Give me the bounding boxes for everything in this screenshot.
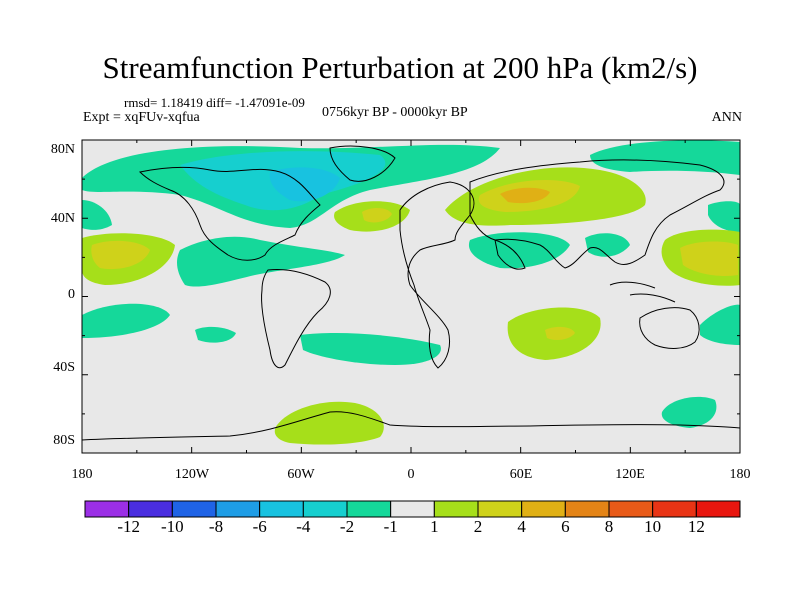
- colorbar-swatch: [346, 500, 392, 518]
- lon-tick-label: 120W: [174, 467, 210, 482]
- antarctica-coast: [82, 411, 740, 441]
- colorbar-label: -8: [208, 517, 224, 536]
- indonesia-coast: [609, 281, 676, 303]
- lat-tick-label: 40S: [53, 360, 75, 375]
- season-label: ANN: [711, 110, 742, 125]
- australia-coast: [639, 307, 700, 349]
- rmsd-diff-text: rmsd= 1.18419 diff= -1.47091e-09: [124, 95, 305, 110]
- colorbar-swatch: [215, 500, 261, 518]
- lon-tick-label: 180: [729, 467, 751, 482]
- colorbar-swatch: [390, 500, 435, 518]
- colorbar-swatch: [652, 500, 697, 518]
- contour-india-low: [585, 233, 630, 257]
- contour-west-pacific-low: [82, 200, 112, 230]
- axis-tick-marks: [81, 139, 741, 454]
- lon-tick-label: 180: [71, 467, 93, 482]
- lat-tick-label: 40N: [50, 211, 75, 226]
- colorbar-label: -10: [160, 517, 184, 536]
- map-title: Streamfunction Perturbation at 200 hPa (…: [102, 50, 698, 85]
- contour-east-asia-low: [590, 140, 740, 175]
- contour-southern-ocean-low: [661, 396, 717, 428]
- colorbar-label: 10: [644, 517, 662, 536]
- contour-south-atlantic-low: [300, 333, 441, 365]
- colorbar-label: 8: [604, 517, 614, 536]
- colorbar-swatch: [477, 500, 523, 518]
- colorbar-label: 6: [561, 517, 570, 536]
- europe-africa-coast: [399, 181, 475, 369]
- colorbar-label: -4: [296, 517, 311, 536]
- lat-tick-label: 80N: [50, 142, 75, 157]
- contour-indian-ocean-core: [545, 326, 575, 341]
- colorbar-swatch: [433, 500, 479, 518]
- asia-coast: [469, 159, 725, 269]
- arabia-coast: [494, 239, 526, 270]
- experiment-label: Expt = xqFUv-xqfua: [83, 110, 200, 125]
- colorbar-label: 2: [473, 517, 483, 536]
- colorbar-label: 12: [687, 517, 705, 536]
- lon-tick-label: 60E: [509, 467, 533, 482]
- contour-pacific-west-core: [91, 240, 150, 270]
- contour-africa-low: [468, 232, 570, 269]
- contour-east-pacific-low: [708, 201, 740, 232]
- colorbar-label: 1: [430, 517, 439, 536]
- lat-tick-label: 80S: [53, 433, 75, 448]
- colorbar-label: -6: [252, 517, 267, 536]
- contour-siberia-core: [500, 187, 550, 204]
- colorbar-swatch: [302, 500, 348, 518]
- north-america-coast: [138, 166, 321, 261]
- lon-tick-label: 120E: [615, 467, 645, 482]
- colorbar-label: -1: [383, 517, 398, 536]
- south-america-coast: [261, 269, 331, 369]
- colorbar-swatch: [259, 500, 304, 518]
- lat-tick-label: 0: [68, 287, 75, 302]
- colorbar-swatch: [564, 500, 610, 518]
- contour-south-america-low: [195, 326, 236, 343]
- colorbar-label: -12: [117, 517, 140, 536]
- lon-tick-label: 0: [407, 467, 415, 482]
- colorbar-swatch: [171, 500, 217, 518]
- contour-atlantic-core: [362, 208, 392, 223]
- contour-field: [82, 140, 740, 453]
- colorbar: [84, 500, 741, 518]
- colorbar-label: -2: [339, 517, 355, 536]
- lon-tick-label: 60W: [287, 467, 315, 482]
- contour-pacific-east-core: [680, 241, 738, 276]
- colorbar-label: 4: [517, 517, 526, 536]
- colorbar-swatch: [84, 500, 130, 518]
- contour-australia-low: [700, 304, 740, 345]
- colorbar-swatch: [128, 500, 173, 518]
- contour-canada-low: [269, 167, 340, 202]
- period-label: 0756kyr BP - 0000kyr BP: [322, 105, 468, 120]
- contour-south-pacific-low: [82, 303, 170, 338]
- colorbar-swatch: [521, 500, 566, 518]
- colorbar-swatch: [695, 500, 741, 518]
- greenland-coast: [329, 145, 396, 182]
- colorbar-swatch: [608, 500, 654, 518]
- coastlines: [82, 145, 740, 441]
- contour-antarctic-high: [274, 401, 384, 445]
